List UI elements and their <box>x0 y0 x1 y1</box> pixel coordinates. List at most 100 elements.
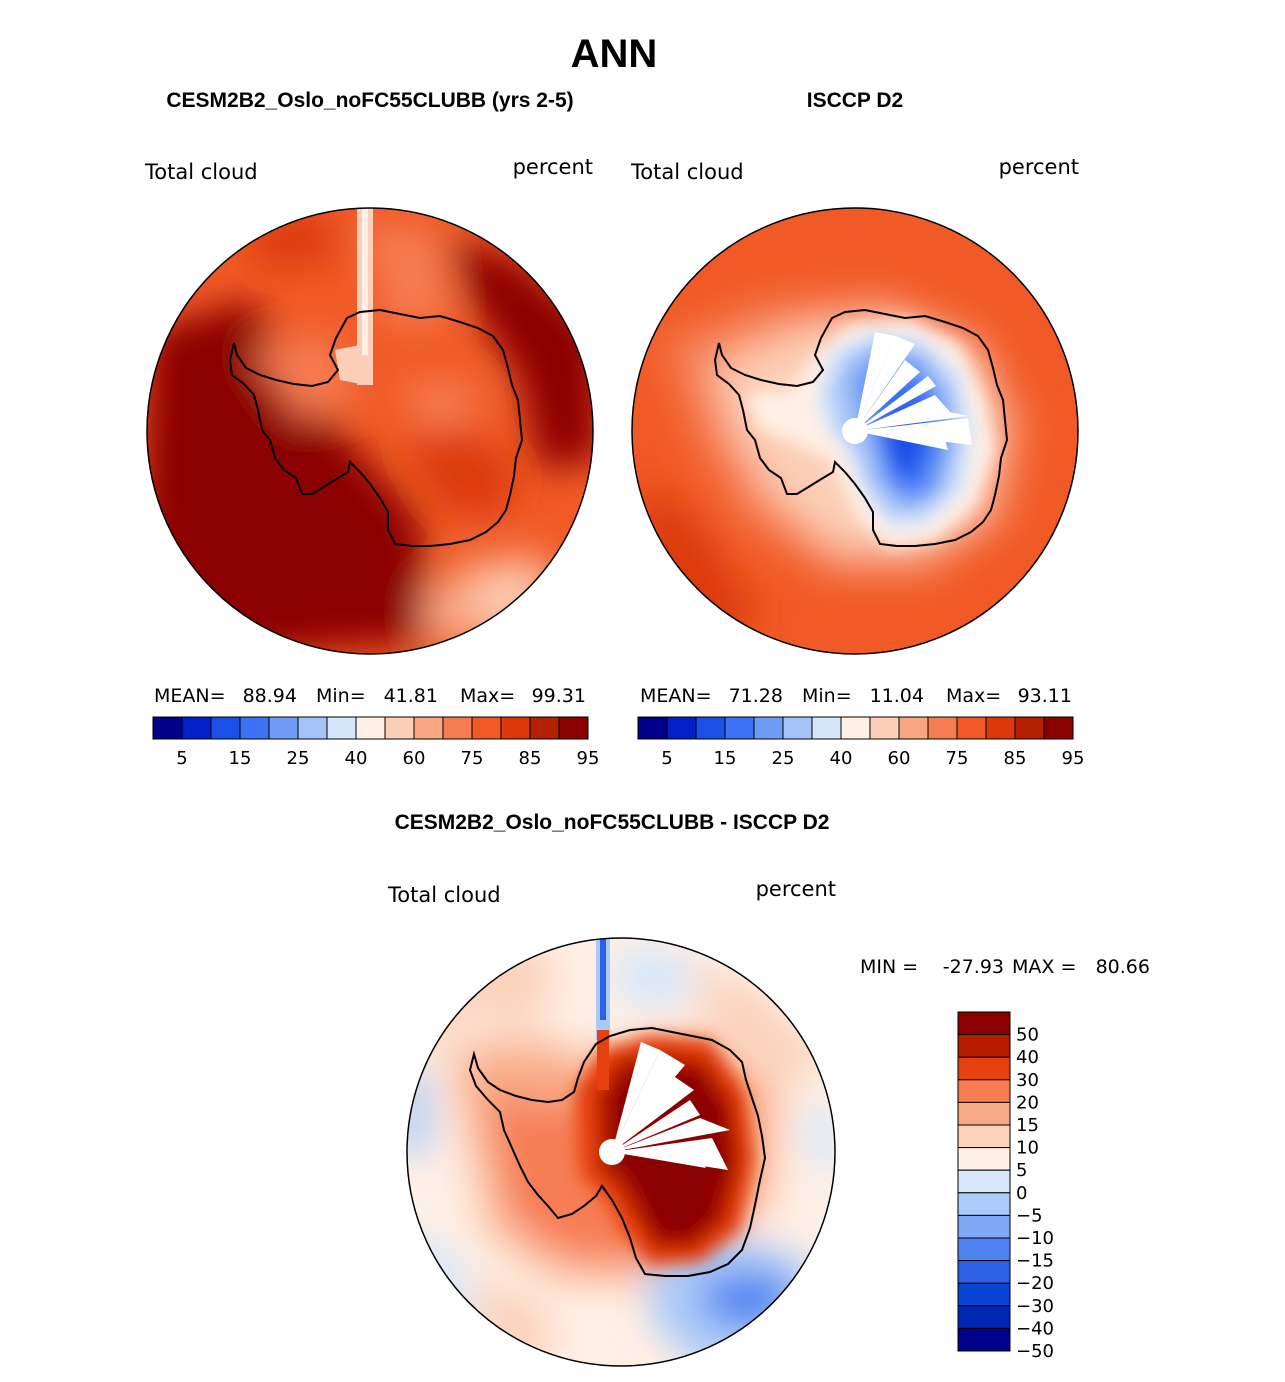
units-label-obs: percent <box>999 155 1079 179</box>
units-label-model: percent <box>513 155 593 179</box>
panel-title-model: CESM2B2_Oslo_noFC55CLUBB (yrs 2-5) <box>166 89 573 112</box>
colorbar-tick-obs-6: 85 <box>1004 748 1027 769</box>
stats-max-value-obs: 93.11 <box>1018 685 1072 707</box>
colorbar-tick-diff-6: 5 <box>1016 1160 1027 1181</box>
map-boundary-obs <box>631 207 1079 655</box>
colorbar-tick-diff-3: 20 <box>1016 1092 1039 1113</box>
colorbar-swatch-obs-4 <box>753 716 784 740</box>
colorbar-swatch-obs-0 <box>637 716 668 740</box>
colorbar-swatch-diff-14 <box>957 1327 1011 1352</box>
colorbar-tick-diff-14: −50 <box>1016 1341 1054 1362</box>
colorbar-swatch-obs-6 <box>811 716 842 740</box>
colorbar-tick-diff-2: 30 <box>1016 1070 1039 1091</box>
map-field-model <box>147 208 593 654</box>
colorbar-tick-model-5: 75 <box>461 748 484 769</box>
map-boundary-diff <box>406 937 836 1367</box>
colorbar-tick-model-2: 25 <box>287 748 310 769</box>
colorbar-model: MEAN= 88.94 Min= 41.81 Max= 99.31 5 15 25 4… <box>152 685 599 769</box>
colorbar-swatch-diff-1 <box>957 1034 1011 1058</box>
map-boundary-model <box>146 207 594 655</box>
panel-title-obs: ISCCP D2 <box>807 89 903 112</box>
stats-mean-label-model: MEAN= <box>154 685 226 707</box>
colorbar-tick-diff-7: 0 <box>1016 1183 1027 1204</box>
colorbar-swatch-diff-0 <box>957 1011 1011 1036</box>
colorbar-swatch-diff-2 <box>957 1056 1011 1081</box>
colorbar-tick-model-0: 5 <box>176 748 187 769</box>
colorbar-tick-diff-11: −20 <box>1016 1273 1054 1294</box>
colorbar-swatch-model-13 <box>529 716 560 740</box>
colorbar-swatch-diff-12 <box>957 1282 1011 1307</box>
stats-mean-label-obs: MEAN= <box>640 685 712 707</box>
colorbar-swatch-model-11 <box>471 716 502 740</box>
panel-model: CESM2B2_Oslo_noFC55CLUBB (yrs 2-5) Total… <box>144 89 594 655</box>
antarctica-coastline-diff <box>468 1026 767 1277</box>
colorbar-swatches-model <box>152 716 589 740</box>
colorbar-tick-model-1: 15 <box>229 748 252 769</box>
stats-max-value-model: 99.31 <box>532 685 586 707</box>
stats-mean-value-obs: 71.28 <box>729 685 783 707</box>
antarctica-coastline-obs <box>713 308 1009 547</box>
colorbar-tick-model-4: 60 <box>403 748 426 769</box>
stats-max-label-obs: Max= <box>946 685 1001 707</box>
colorbar-tick-diff-5: 10 <box>1016 1138 1039 1159</box>
colorbar-swatch-obs-13 <box>1014 716 1045 740</box>
stats-min-value-diff: -27.93 <box>943 956 1004 978</box>
colorbar-swatch-model-8 <box>384 716 415 740</box>
colorbar-swatch-diff-5 <box>957 1124 1011 1149</box>
colorbar-tick-diff-10: −15 <box>1016 1251 1054 1272</box>
colorbar-swatch-diff-9 <box>957 1214 1011 1239</box>
colorbar-swatch-diff-4 <box>957 1101 1011 1126</box>
colorbar-swatch-obs-12 <box>985 716 1016 740</box>
stats-min-label-obs: Min= <box>802 685 852 707</box>
panel-diff: CESM2B2_Oslo_noFC55CLUBB - ISCCP D2 Tota… <box>387 811 836 1367</box>
panel-obs: ISCCP D2 Total cloud percent <box>630 89 1079 655</box>
colorbar-swatch-model-4 <box>268 716 299 740</box>
colorbar-tick-obs-7: 95 <box>1062 748 1085 769</box>
colorbar-tick-obs-1: 15 <box>714 748 737 769</box>
variable-label-model: Total cloud <box>144 160 258 184</box>
colorbar-swatch-model-3 <box>239 716 270 740</box>
colorbar-swatch-obs-5 <box>782 716 813 740</box>
colorbar-swatch-model-1 <box>181 716 212 740</box>
colorbar-swatch-model-12 <box>500 716 531 740</box>
colorbar-swatch-model-0 <box>152 716 183 740</box>
colorbar-swatch-obs-1 <box>666 716 697 740</box>
map-field-obs <box>632 208 1078 654</box>
colorbar-obs: MEAN= 71.28 Min= 11.04 Max= 93.11 5 15 25 4… <box>637 685 1085 769</box>
colorbar-tick-obs-2: 25 <box>772 748 795 769</box>
colorbar-swatch-diff-13 <box>957 1305 1011 1329</box>
map-field-diff <box>407 938 835 1366</box>
stats-max-label-diff: MAX = <box>1012 956 1076 978</box>
colorbar-swatch-model-7 <box>355 716 386 740</box>
stats-mean-value-model: 88.94 <box>243 685 297 707</box>
colorbar-swatch-model-9 <box>413 716 444 740</box>
colorbar-tick-diff-9: −10 <box>1016 1228 1054 1249</box>
colorbar-swatch-model-14 <box>558 716 589 740</box>
colorbar-tick-model-7: 95 <box>577 748 600 769</box>
colorbar-swatch-obs-7 <box>840 716 871 740</box>
panel-title-diff: CESM2B2_Oslo_noFC55CLUBB - ISCCP D2 <box>395 811 830 834</box>
colorbar-tick-diff-4: 15 <box>1016 1115 1039 1136</box>
variable-label-diff: Total cloud <box>387 883 501 907</box>
stats-min-value-model: 41.81 <box>384 685 438 707</box>
colorbar-swatch-diff-10 <box>957 1237 1011 1262</box>
colorbar-ticks-model: 5 15 25 40 60 75 85 95 <box>176 748 599 769</box>
antarctica-coastline-model <box>228 308 524 547</box>
stats-max-value-diff: 80.66 <box>1096 956 1150 978</box>
units-label-diff: percent <box>756 877 836 901</box>
colorbar-tick-obs-0: 5 <box>661 748 672 769</box>
colorbar-tick-obs-4: 60 <box>888 748 911 769</box>
colorbar-tick-model-3: 40 <box>345 748 368 769</box>
colorbar-swatch-diff-3 <box>957 1079 1011 1103</box>
colorbar-tick-diff-0: 50 <box>1016 1025 1039 1046</box>
missing-data-wedges-diff <box>599 1042 730 1170</box>
colorbar-swatches-obs <box>637 716 1074 740</box>
colorbar-swatch-obs-14 <box>1043 716 1074 740</box>
colorbar-swatch-diff-7 <box>957 1169 1011 1194</box>
colorbar-swatch-diff-6 <box>957 1147 1011 1171</box>
colorbar-tick-diff-1: 40 <box>1016 1047 1039 1068</box>
stats-min-value-obs: 11.04 <box>870 685 924 707</box>
colorbar-swatch-model-10 <box>442 716 473 740</box>
